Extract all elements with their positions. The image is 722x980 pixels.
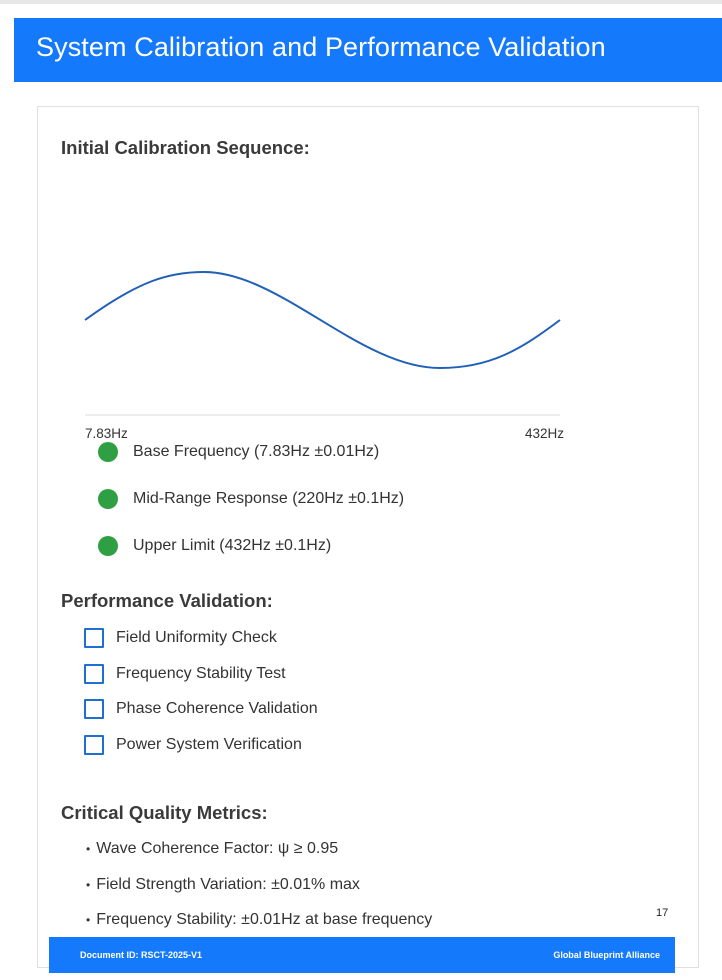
calibration-item-label: Upper Limit (432Hz ±0.1Hz) (133, 537, 332, 554)
checkbox-icon[interactable] (84, 664, 104, 684)
content-card (37, 106, 699, 968)
header-bar: System Calibration and Performance Valid… (14, 18, 722, 82)
validation-item-label: Power System Verification (116, 736, 302, 753)
validation-item[interactable]: Frequency Stability Test (84, 663, 286, 685)
axis-start-label: 7.83Hz (85, 426, 128, 441)
calibration-item-label: Base Frequency (7.83Hz ±0.01Hz) (133, 443, 380, 460)
calibration-item-label: Mid-Range Response (220Hz ±0.1Hz) (133, 490, 405, 507)
metric-item: • Frequency Stability: ±0.01Hz at base f… (86, 911, 432, 929)
checkbox-icon[interactable] (84, 699, 104, 719)
metrics-section-title: Critical Quality Metrics: (61, 802, 268, 823)
validation-item[interactable]: Field Uniformity Check (84, 627, 277, 649)
checkbox-icon[interactable] (84, 628, 104, 648)
calibration-item: Base Frequency (7.83Hz ±0.01Hz) (98, 441, 379, 463)
page-title: System Calibration and Performance Valid… (36, 32, 606, 62)
footer-bar: Document ID: RSCT-2025-V1 Global Bluepri… (49, 937, 675, 973)
bullet-icon: • (86, 913, 91, 927)
organization-name: Global Blueprint Alliance (553, 950, 660, 960)
axis-end-label: 432Hz (525, 426, 565, 441)
calibration-wave-graphic (84, 270, 561, 416)
bullet-icon: • (86, 878, 91, 892)
status-dot-icon (98, 489, 118, 509)
metric-item-label: Wave Coherence Factor: ψ ≥ 0.95 (96, 840, 339, 857)
validation-item[interactable]: Phase Coherence Validation (84, 698, 318, 720)
checkbox-icon[interactable] (84, 735, 104, 755)
top-border (0, 0, 722, 4)
validation-item-label: Phase Coherence Validation (116, 700, 318, 717)
status-dot-icon (98, 536, 118, 556)
validation-section-title: Performance Validation: (61, 590, 273, 611)
metric-item-label: Field Strength Variation: ±0.01% max (96, 876, 360, 893)
validation-item-label: Field Uniformity Check (116, 629, 277, 646)
calibration-item: Upper Limit (432Hz ±0.1Hz) (98, 535, 331, 557)
document-id: Document ID: RSCT-2025-V1 (80, 950, 203, 960)
validation-item-label: Frequency Stability Test (116, 665, 286, 682)
calibration-item: Mid-Range Response (220Hz ±0.1Hz) (98, 488, 404, 510)
status-dot-icon (98, 442, 118, 462)
metric-item: • Wave Coherence Factor: ψ ≥ 0.95 (86, 840, 338, 858)
metric-item-label: Frequency Stability: ±0.01Hz at base fre… (96, 911, 433, 928)
metric-item: • Field Strength Variation: ±0.01% max (86, 876, 360, 894)
bullet-icon: • (86, 842, 91, 856)
calibration-section-title: Initial Calibration Sequence: (61, 137, 310, 158)
validation-item[interactable]: Power System Verification (84, 734, 302, 756)
calibration-wave-line (84, 270, 561, 370)
page-number: 17 (656, 907, 669, 919)
